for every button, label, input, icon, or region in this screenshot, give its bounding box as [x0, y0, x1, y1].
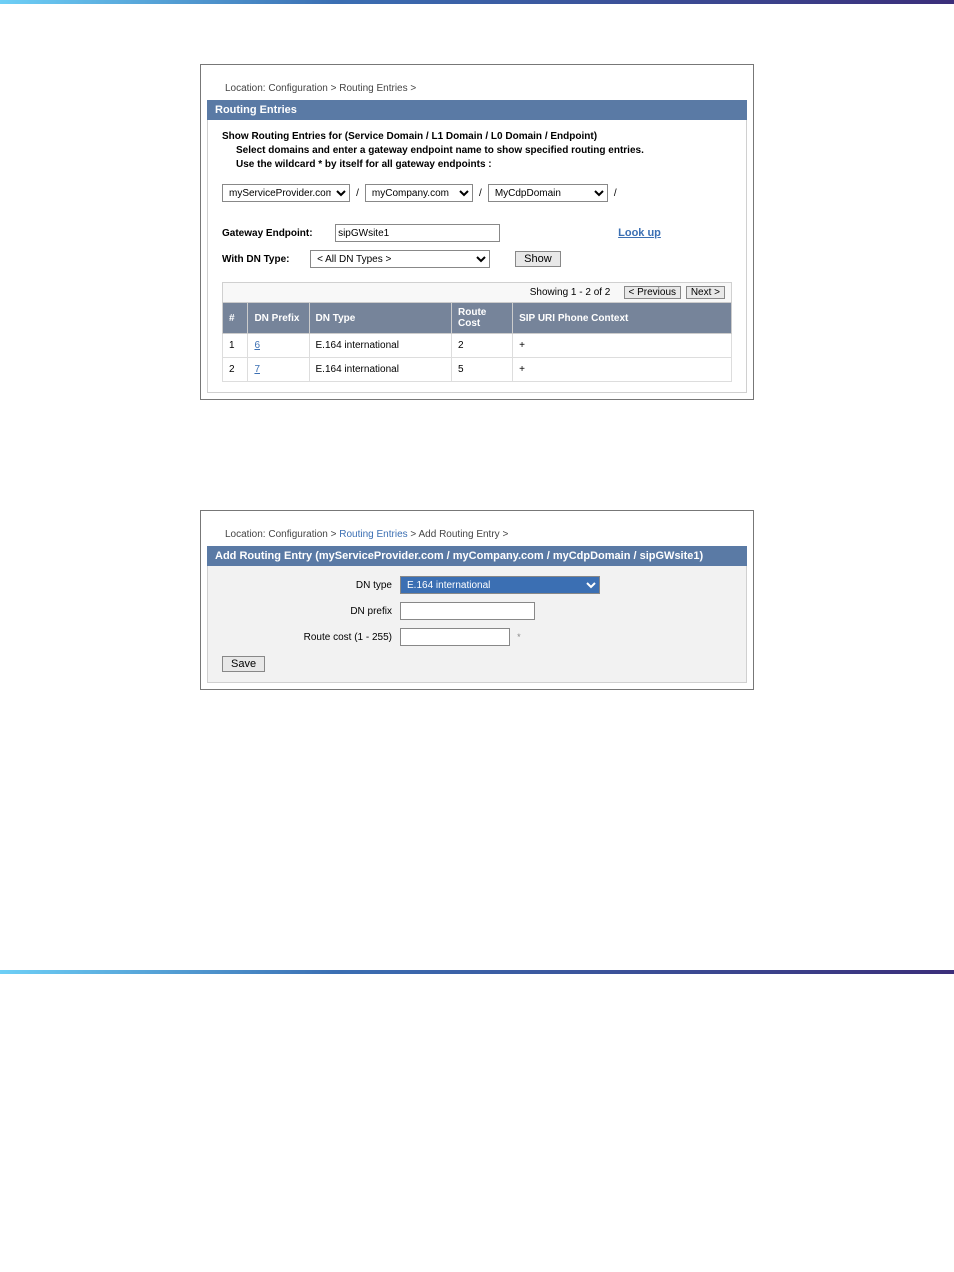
location-label-2: Location:	[225, 529, 266, 540]
dn-type-select-2[interactable]: E.164 international	[400, 576, 600, 594]
dn-prefix-label: DN prefix	[222, 606, 400, 617]
table-cell: 5	[452, 358, 513, 382]
gateway-row: Gateway Endpoint: Look up	[222, 224, 732, 242]
top-divider	[0, 0, 954, 4]
breadcrumb-text: Configuration > Routing Entries >	[268, 83, 416, 94]
domain-sep-3: /	[614, 188, 617, 199]
paging-text: Showing 1 - 2 of 2	[530, 287, 611, 298]
gateway-endpoint-label: Gateway Endpoint:	[222, 228, 332, 239]
paging-bar: Showing 1 - 2 of 2 < Previous Next >	[222, 282, 732, 302]
dn-type-label: DN type	[222, 580, 400, 591]
route-cost-label: Route cost (1 - 255)	[222, 632, 400, 643]
table-cell: 2	[223, 358, 248, 382]
dn-prefix-link[interactable]: 6	[254, 340, 260, 351]
route-cost-input[interactable]	[400, 628, 510, 646]
service-domain-select[interactable]: myServiceProvider.com	[222, 184, 350, 202]
table-cell: E.164 international	[309, 358, 452, 382]
table-cell: +	[513, 334, 732, 358]
show-button[interactable]: Show	[515, 251, 561, 267]
instr-line-2: Select domains and enter a gateway endpo…	[222, 144, 732, 158]
figure-1: Location: Configuration > Routing Entrie…	[200, 64, 754, 400]
panel-title-routing-entries: Routing Entries	[207, 100, 747, 120]
instructions: Show Routing Entries for (Service Domain…	[222, 130, 732, 172]
gateway-endpoint-input[interactable]	[335, 224, 500, 242]
save-button[interactable]: Save	[222, 656, 265, 672]
table-header-row: # DN Prefix DN Type Route Cost SIP URI P…	[223, 303, 732, 334]
page-body: Location: Configuration > Routing Entrie…	[0, 64, 954, 730]
table-row: 27 E.164 international5+	[223, 358, 732, 382]
table-row: 16 E.164 international2+	[223, 334, 732, 358]
breadcrumb-2: Location: Configuration > Routing Entrie…	[225, 529, 729, 540]
table-cell: 2	[452, 334, 513, 358]
domain-sep-2: /	[479, 188, 482, 199]
form-row-dn-prefix: DN prefix	[222, 602, 732, 620]
with-dn-type-label: With DN Type:	[222, 254, 307, 265]
table-cell: +	[513, 358, 732, 382]
dn-prefix-link[interactable]: 7	[254, 364, 260, 375]
crumb-routing-link[interactable]: Routing Entries	[339, 529, 407, 540]
panel-body-1: Show Routing Entries for (Service Domain…	[207, 120, 747, 393]
form-row-dn-type: DN type E.164 international	[222, 576, 732, 594]
table-cell: 1	[223, 334, 248, 358]
figure-2: Location: Configuration > Routing Entrie…	[200, 510, 754, 690]
l1-domain-select[interactable]: myCompany.com	[365, 184, 473, 202]
instr-line-1: Show Routing Entries for (Service Domain…	[222, 130, 732, 144]
form-row-route-cost: Route cost (1 - 255) *	[222, 628, 732, 646]
panel-title-add-routing: Add Routing Entry (myServiceProvider.com…	[207, 546, 747, 566]
prev-button[interactable]: < Previous	[624, 286, 682, 299]
instr-line-3: Use the wildcard * by itself for all gat…	[222, 158, 732, 172]
lookup-link[interactable]: Look up	[618, 227, 661, 239]
panel-body-2: DN type E.164 international DN prefix Ro…	[207, 566, 747, 683]
col-route-cost[interactable]: Route Cost	[452, 303, 513, 334]
required-mark: *	[517, 632, 521, 642]
l0-domain-select[interactable]: MyCdpDomain	[488, 184, 608, 202]
table-cell: 7	[248, 358, 309, 382]
dn-type-row: With DN Type: < All DN Types > Show	[222, 250, 732, 268]
col-num[interactable]: #	[223, 303, 248, 334]
bottom-divider	[0, 970, 954, 974]
col-sip-uri[interactable]: SIP URI Phone Context	[513, 303, 732, 334]
table-cell: 6	[248, 334, 309, 358]
domain-sep-1: /	[356, 188, 359, 199]
domain-selectors: myServiceProvider.com / myCompany.com / …	[222, 184, 732, 202]
table-cell: E.164 international	[309, 334, 452, 358]
crumb-config: Configuration	[268, 529, 327, 540]
crumb-add: Add Routing Entry	[419, 529, 500, 540]
next-button[interactable]: Next >	[686, 286, 725, 299]
col-dn-prefix[interactable]: DN Prefix	[248, 303, 309, 334]
dn-prefix-input[interactable]	[400, 602, 535, 620]
dn-type-select[interactable]: < All DN Types >	[310, 250, 490, 268]
breadcrumb: Location: Configuration > Routing Entrie…	[225, 83, 729, 94]
routing-entries-table: # DN Prefix DN Type Route Cost SIP URI P…	[222, 302, 732, 382]
location-label: Location:	[225, 83, 266, 94]
col-dn-type[interactable]: DN Type	[309, 303, 452, 334]
